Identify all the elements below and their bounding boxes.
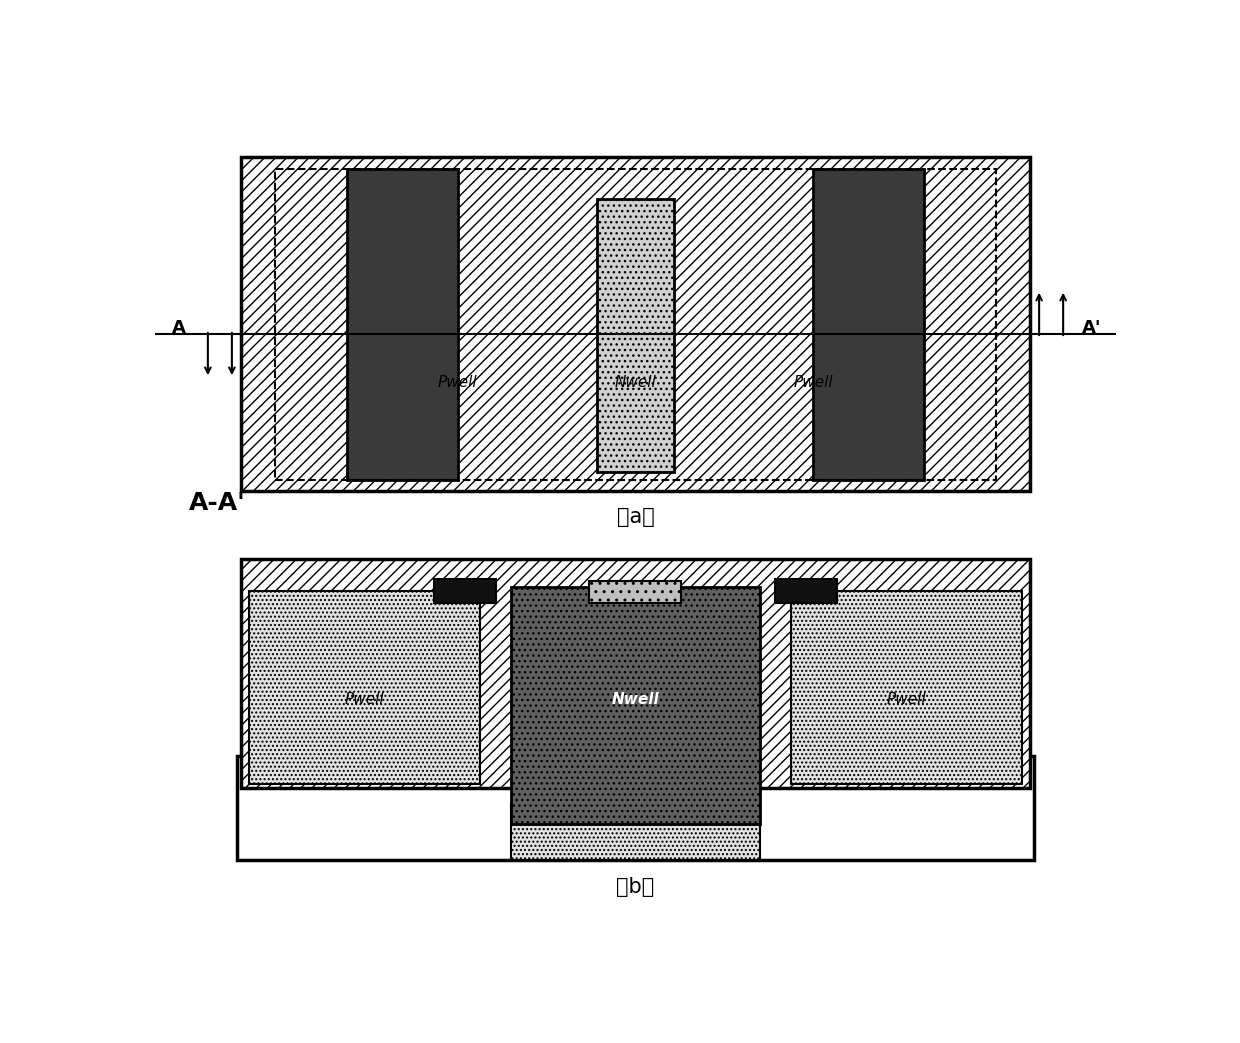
Text: Pwell: Pwell [345,692,384,707]
Bar [775,579,837,603]
Bar [813,169,924,480]
Text: Nwell: Nwell [615,374,656,390]
Bar [249,591,480,783]
Text: A-A': A-A' [188,490,246,514]
Bar [596,199,675,472]
Text: Pwell: Pwell [794,374,833,390]
Text: Pwell: Pwell [887,692,926,707]
Text: Pwell: Pwell [438,374,477,390]
Bar [511,587,760,824]
Text: （b）: （b） [616,876,655,897]
Bar [237,755,1034,860]
Text: （a）: （a） [616,507,655,527]
Bar [242,559,1029,787]
Bar [791,591,1022,783]
Bar [434,579,496,603]
Bar [589,581,681,603]
Bar [347,169,458,480]
Text: A: A [172,318,186,337]
Bar [242,157,1029,490]
Bar [511,804,760,860]
Text: Nwell: Nwell [611,692,660,707]
Bar [275,169,996,480]
Text: A': A' [1083,318,1101,337]
